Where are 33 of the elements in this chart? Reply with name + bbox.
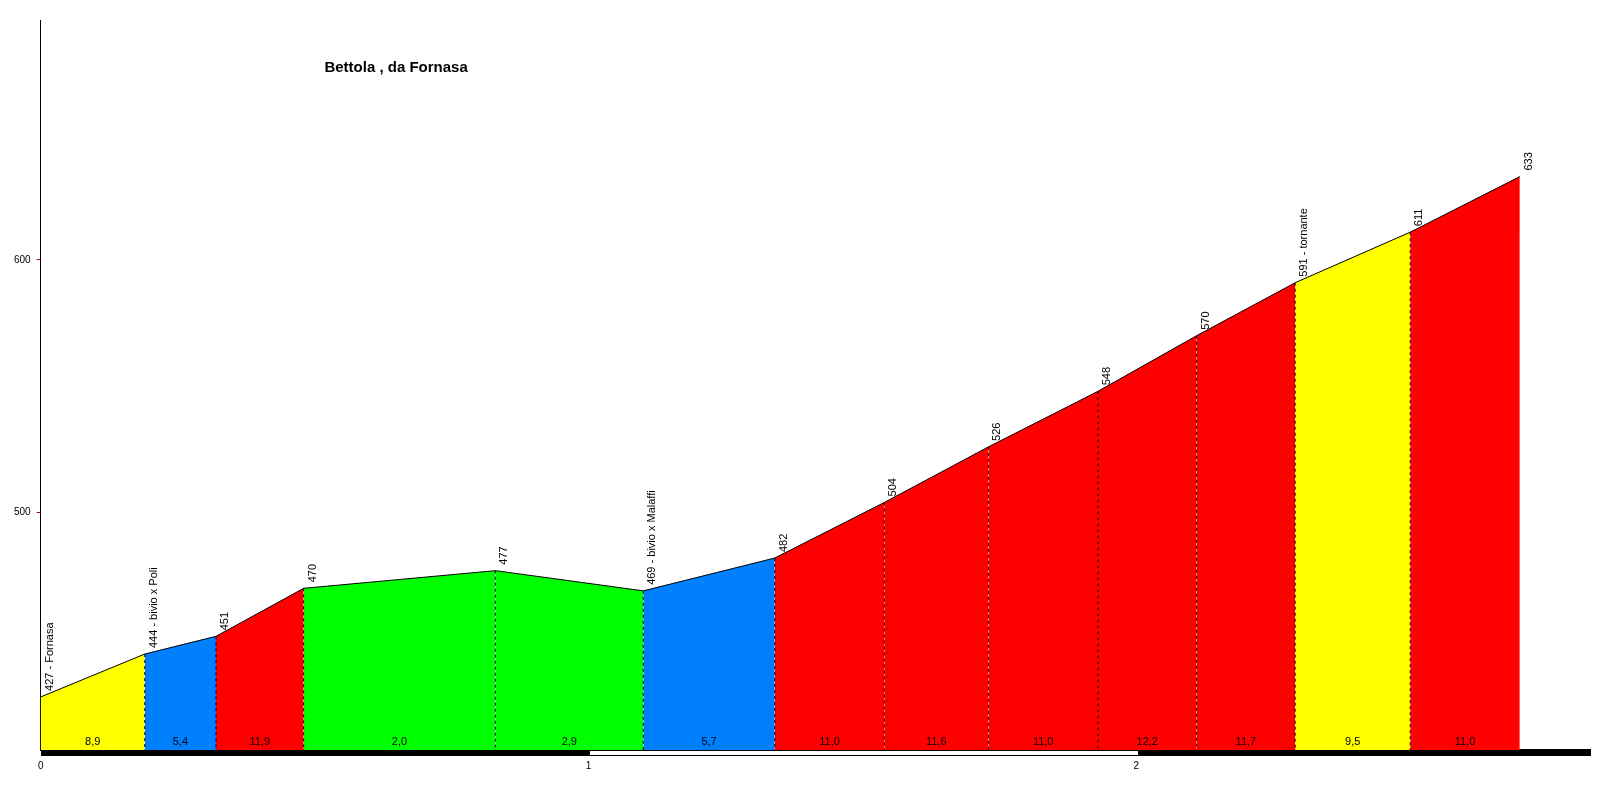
annotation: 11,9 [249, 734, 271, 747]
annotation: 11,0 [1454, 734, 1476, 747]
data-label: 504 [886, 478, 899, 497]
annotation: 8,9 [85, 734, 101, 747]
text: Bettola , da Fornasa [324, 58, 469, 76]
annotation: 5,7 [701, 734, 717, 747]
data-label: 451 [218, 611, 231, 631]
annotation: 2,9 [561, 734, 577, 747]
data-label: 611 [1412, 208, 1425, 227]
annotation: 11,7 [1235, 734, 1257, 747]
data-label: 469 - bivio x Malaffi [645, 490, 658, 585]
data-label: 482 [776, 533, 789, 553]
data-label: 477 [497, 546, 510, 565]
annotation: 9,5 [1345, 734, 1361, 747]
annotation: 2,0 [391, 734, 408, 747]
data-label: 526 [990, 422, 1003, 441]
data-label: 427 - Fornasa [42, 621, 55, 691]
annotation: 11,0 [819, 734, 840, 747]
data-label: 591 - tornante [1297, 208, 1310, 277]
x-tick-label: 0 [37, 759, 44, 771]
data-label: 633 [1521, 152, 1534, 171]
annotation: 12,2 [1136, 734, 1158, 747]
x-tick-label: 2 [1133, 759, 1140, 771]
data-label: 444 - bivio x Poli [146, 567, 159, 649]
y-tick-label: 500 [14, 506, 32, 518]
annotation: 11,0 [1032, 734, 1054, 747]
annotation: 11,6 [926, 734, 947, 747]
data-label: 548 [1100, 366, 1112, 386]
data-label: 470 [305, 563, 318, 583]
x-tick-label: 1 [585, 759, 592, 771]
y-tick-label: 600 [14, 253, 32, 265]
annotation: 5,4 [172, 734, 189, 747]
data-label: 570 [1198, 311, 1211, 330]
